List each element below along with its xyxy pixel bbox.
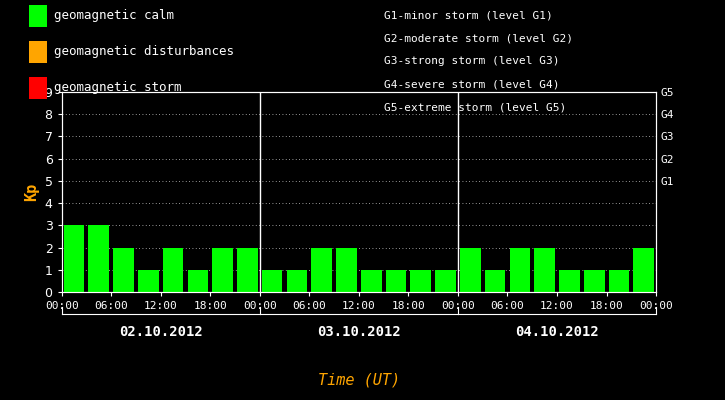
Bar xyxy=(188,270,208,292)
Bar xyxy=(237,248,257,292)
Text: G2-moderate storm (level G2): G2-moderate storm (level G2) xyxy=(384,33,573,43)
Bar xyxy=(386,270,406,292)
Bar xyxy=(64,225,84,292)
Text: 04.10.2012: 04.10.2012 xyxy=(515,325,599,339)
Text: geomagnetic storm: geomagnetic storm xyxy=(54,82,182,94)
Bar xyxy=(584,270,605,292)
Bar xyxy=(336,248,357,292)
Bar xyxy=(510,248,530,292)
Bar xyxy=(212,248,233,292)
Bar xyxy=(609,270,629,292)
Bar xyxy=(312,248,332,292)
Bar xyxy=(286,270,307,292)
Text: G4-severe storm (level G4): G4-severe storm (level G4) xyxy=(384,80,560,90)
Bar xyxy=(113,248,134,292)
Bar xyxy=(88,225,109,292)
Bar xyxy=(485,270,505,292)
Text: 02.10.2012: 02.10.2012 xyxy=(119,325,202,339)
Bar xyxy=(460,248,481,292)
Text: 03.10.2012: 03.10.2012 xyxy=(317,325,401,339)
Text: geomagnetic disturbances: geomagnetic disturbances xyxy=(54,46,234,58)
Bar xyxy=(163,248,183,292)
Text: G3-strong storm (level G3): G3-strong storm (level G3) xyxy=(384,56,560,66)
Text: Time (UT): Time (UT) xyxy=(318,372,400,388)
Bar xyxy=(138,270,159,292)
Text: geomagnetic calm: geomagnetic calm xyxy=(54,10,175,22)
Bar xyxy=(435,270,456,292)
Bar xyxy=(410,270,431,292)
Bar xyxy=(534,248,555,292)
Bar xyxy=(559,270,580,292)
Y-axis label: Kp: Kp xyxy=(24,183,39,201)
Bar xyxy=(634,248,654,292)
Text: G1-minor storm (level G1): G1-minor storm (level G1) xyxy=(384,10,553,20)
Bar xyxy=(262,270,283,292)
Bar xyxy=(361,270,381,292)
Text: G5-extreme storm (level G5): G5-extreme storm (level G5) xyxy=(384,103,566,113)
